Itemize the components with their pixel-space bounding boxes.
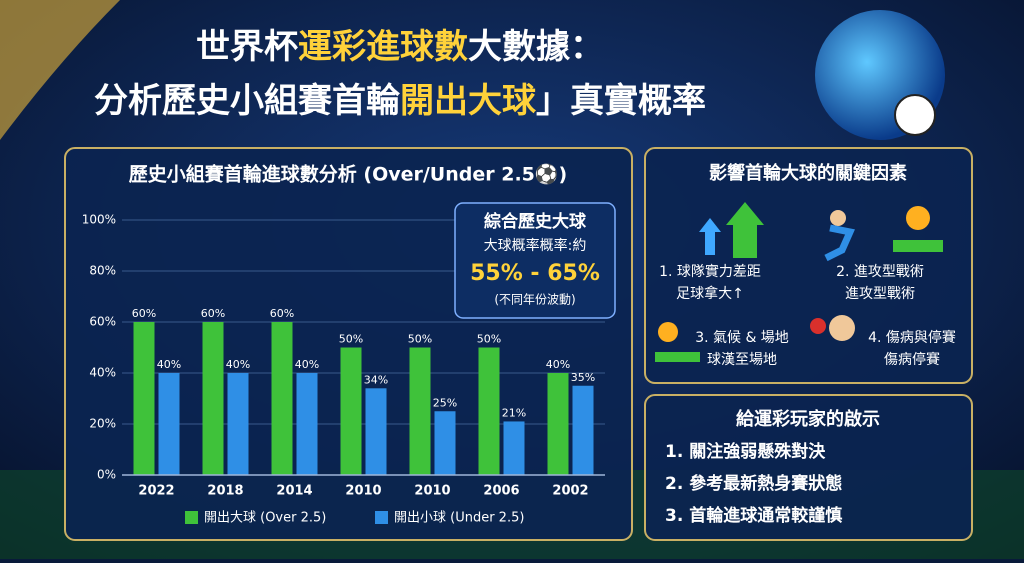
y-tick-label: 0%: [97, 468, 116, 482]
bar: [434, 411, 456, 475]
bar: [296, 373, 318, 475]
value-label: 21%: [502, 406, 526, 419]
callout-note: (不同年份波動): [494, 293, 575, 307]
tip-item: 2. 參考最新熱身賽狀態: [665, 473, 842, 494]
title-part: 大數據：: [468, 27, 604, 67]
value-label: 50%: [477, 333, 501, 346]
value-label: 50%: [339, 333, 363, 346]
y-tick-label: 80%: [89, 264, 116, 278]
factor-label: 3. 氣候 & 場地: [695, 330, 789, 346]
sun-icon: [658, 322, 678, 342]
callout-box: [454, 202, 616, 319]
bar: [133, 322, 155, 475]
callout-range: 55% - 65%: [470, 261, 600, 286]
bar: [340, 347, 362, 475]
factor-label: 1. 球隊實力差距: [659, 263, 761, 280]
bar: [503, 421, 525, 475]
player-icon: [830, 210, 846, 226]
value-label: 40%: [546, 358, 570, 371]
tips-title: 給運彩玩家的啟示: [736, 408, 880, 430]
bar: [271, 322, 293, 475]
bar: [158, 373, 180, 475]
player-icon: [824, 224, 855, 262]
arrow-icon: [699, 218, 721, 255]
bar: [547, 373, 569, 475]
y-tick-label: 100%: [82, 213, 116, 227]
y-tick-label: 60%: [89, 315, 116, 329]
bar: [365, 388, 387, 475]
value-label: 50%: [408, 333, 432, 346]
title-line2: 分析歷史小組賽首輪開出大球」真實概率: [94, 81, 706, 121]
y-tick-label: 40%: [89, 366, 116, 380]
factor-sub: 足球拿大↑: [676, 285, 744, 302]
title-line1: 世界杯運彩進球數大數據：: [196, 27, 604, 67]
factors-panel: [644, 147, 973, 384]
injury-icon: [810, 318, 826, 334]
value-label: 25%: [433, 396, 457, 409]
factor-label: 4. 傷病與停賽: [868, 329, 956, 346]
x-tick-label: 2018: [207, 484, 243, 499]
factor-sub: 進攻型戰術: [845, 286, 915, 302]
y-tick-label: 20%: [89, 417, 116, 431]
grass-icon: [893, 240, 943, 252]
x-tick-label: 2002: [552, 484, 588, 499]
value-label: 40%: [226, 358, 250, 371]
bar: [572, 385, 594, 475]
factor-label: 2. 進攻型戰術: [836, 264, 924, 280]
grass-icon: [655, 352, 700, 362]
injury-icon: [829, 315, 855, 341]
value-label: 34%: [364, 373, 388, 386]
plot: 0% 20% 40% 60% 80% 100% 2022 60% 40% 2018 60% 40% 20…: [82, 213, 605, 526]
chart-title: 歷史小組賽首輪進球數分析 (Over/Under 2.5⚽): [129, 163, 567, 186]
bar: [202, 322, 224, 475]
x-tick-label: 2006: [483, 484, 519, 499]
legend-swatch: [375, 511, 388, 524]
value-label: 60%: [270, 307, 294, 320]
value-label: 60%: [201, 307, 225, 320]
ball-icon: [894, 94, 936, 136]
callout-title: 綜合歷史大球: [484, 211, 587, 232]
factor-sub: 球漢至場地: [707, 352, 777, 368]
tips-panel: [644, 394, 973, 541]
value-label: 40%: [157, 358, 181, 371]
title-part: 世界杯: [196, 27, 298, 67]
legend-label: 開出小球 (Under 2.5): [394, 511, 524, 526]
title-part: 分析歷史小組賽首輪: [94, 81, 400, 121]
bar: [227, 373, 249, 475]
ribbon: [0, 0, 120, 140]
title-highlight: 開出大球: [400, 81, 537, 121]
x-tick-label: 2022: [138, 484, 174, 499]
tip-item: 3. 首輪進球通常較謹慎: [665, 505, 842, 526]
bar: [478, 347, 500, 475]
factors-title: 影響首輪大球的關鍵因素: [709, 162, 907, 184]
arrow-icon: [726, 202, 764, 258]
value-label: 60%: [132, 307, 156, 320]
title-part: 」真實概率: [536, 81, 706, 121]
value-label: 35%: [571, 371, 595, 384]
x-tick-label: 2014: [276, 484, 312, 499]
callout-text: 大球概率概率:約: [484, 237, 587, 254]
value-label: 40%: [295, 358, 319, 371]
legend-swatch: [185, 511, 198, 524]
legend-label: 開出大球 (Over 2.5): [204, 511, 326, 526]
factor-sub: 傷病停賽: [884, 351, 940, 368]
x-tick-label: 2010: [414, 484, 450, 499]
bar: [409, 347, 431, 475]
sun-icon: [906, 206, 930, 230]
tip-item: 1. 關注強弱懸殊對決: [665, 441, 826, 462]
title-highlight: 運彩進球數: [298, 27, 468, 67]
x-tick-label: 2010: [345, 484, 381, 499]
